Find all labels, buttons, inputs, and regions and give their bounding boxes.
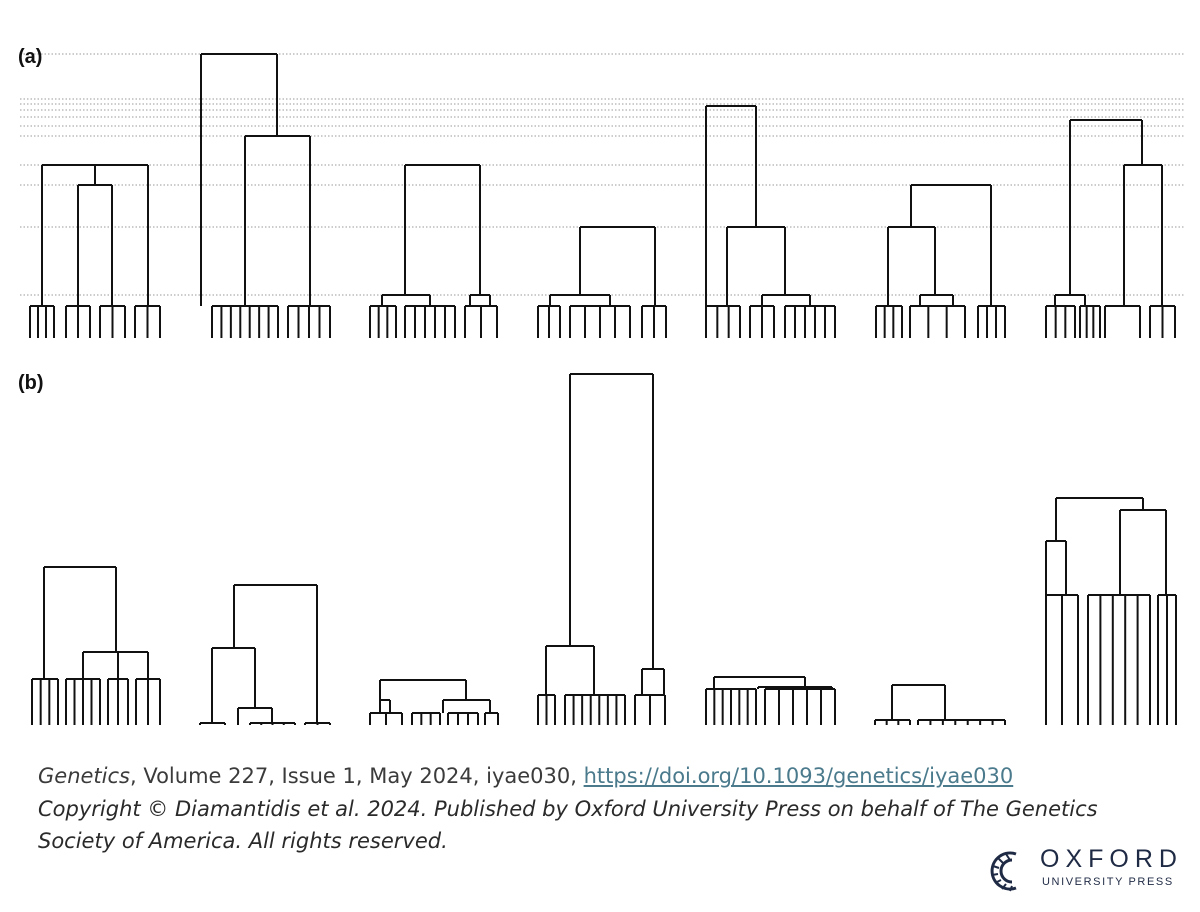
- panel-label-a: (a): [18, 46, 43, 68]
- logo-subtitle: UNIVERSITY PRESS: [1042, 876, 1174, 888]
- oxford-emblem-icon: [990, 851, 1017, 892]
- panel-a-gridlines: [20, 53, 1185, 296]
- caption-citation: Genetics, Volume 227, Issue 1, May 2024,…: [38, 764, 1013, 788]
- caption-copyright-line-1: Copyright © Diamantidis et al. 2024. Pub…: [38, 797, 1098, 821]
- panel-a-trees: [29, 53, 1176, 338]
- dendrogram-figure: [20, 53, 1185, 725]
- caption-copyright-line-2: Society of America. All rights reserved.: [38, 829, 448, 853]
- logo-wordmark: OXFORD: [1040, 845, 1183, 873]
- caption-citation-text: , Volume 227, Issue 1, May 2024, iyae030…: [129, 764, 584, 788]
- panel-label-b: (b): [18, 372, 44, 394]
- doi-link[interactable]: https://doi.org/10.1093/genetics/iyae030: [583, 764, 1014, 788]
- panel-b-trees: [31, 373, 1177, 725]
- caption-journal: Genetics: [38, 764, 130, 788]
